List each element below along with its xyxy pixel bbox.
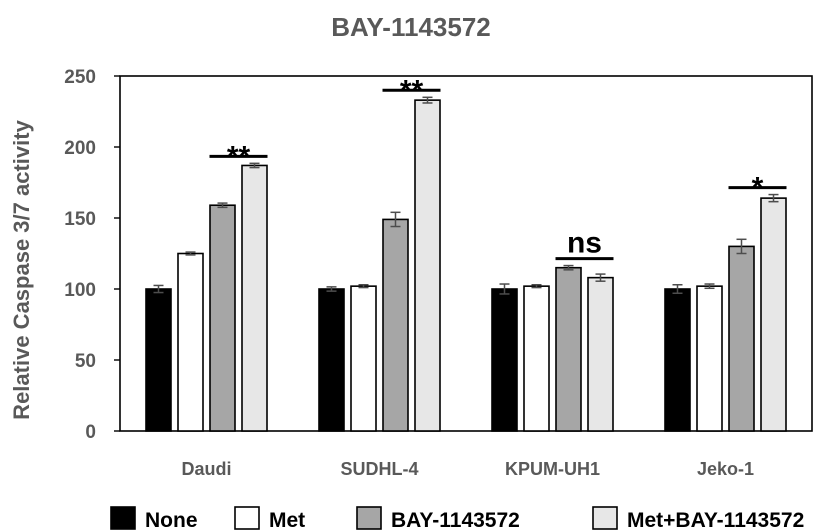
bar-met-bay-1143572-daudi xyxy=(241,164,268,432)
category-label: SUDHL-4 xyxy=(340,459,418,479)
bar-bay-1143572-kpum-uh1 xyxy=(555,266,582,432)
bars xyxy=(145,99,787,432)
bar-met-daudi xyxy=(177,252,204,432)
bar-met-jeko-1 xyxy=(696,285,723,432)
y-tick-label: 100 xyxy=(64,280,96,301)
bar-bay-1143572-sudhl-4 xyxy=(382,218,409,432)
y-tick-label: 50 xyxy=(75,351,96,372)
bar-none-jeko-1 xyxy=(664,288,691,432)
bar-bay-1143572-daudi xyxy=(209,204,236,432)
significance-label: ns xyxy=(567,227,602,260)
bar-none-sudhl-4 xyxy=(318,288,345,432)
y-tick-label: 200 xyxy=(64,138,96,159)
legend: None Met BAY-1143572 Met+BAY-1143572 xyxy=(110,506,804,531)
chart-title: BAY-1143572 xyxy=(331,12,491,42)
plot-frame xyxy=(119,75,813,432)
y-axis-label: Relative Caspase 3/7 activity xyxy=(9,119,34,419)
bar-met-bay-1143572-kpum-uh1 xyxy=(587,276,614,432)
category-labels: Daudi SUDHL-4 KPUM-UH1 Jeko-1 xyxy=(181,459,754,479)
bar-bay-1143572-jeko-1 xyxy=(728,245,755,432)
bar-none-daudi xyxy=(145,288,172,432)
bar-none-kpum-uh1 xyxy=(491,288,518,432)
bar-met-sudhl-4 xyxy=(350,285,377,432)
legend-label: Met xyxy=(269,509,305,531)
legend-label: Met+BAY-1143572 xyxy=(627,509,804,531)
plot-axes xyxy=(119,75,813,432)
legend-label: None xyxy=(145,509,198,531)
significance-annotations: ** ** ns * xyxy=(209,74,787,261)
legend-label: BAY-1143572 xyxy=(391,509,520,531)
y-tick-label: 250 xyxy=(64,67,96,88)
legend-swatch xyxy=(356,506,382,530)
bar-met-kpum-uh1 xyxy=(523,285,550,432)
category-label: KPUM-UH1 xyxy=(505,459,600,479)
error-bars xyxy=(153,96,779,295)
legend-swatch xyxy=(592,506,618,530)
category-label: Daudi xyxy=(181,459,231,479)
significance-label: * xyxy=(752,172,764,205)
legend-swatch xyxy=(110,506,136,530)
y-tick-label: 0 xyxy=(85,422,96,443)
y-tick-labels: 0 50 100 150 200 250 xyxy=(64,67,120,443)
bar-met-bay-1143572-jeko-1 xyxy=(760,197,787,432)
y-tick-label: 150 xyxy=(64,209,96,230)
bar-met-bay-1143572-sudhl-4 xyxy=(414,99,441,432)
significance-label: ** xyxy=(400,74,424,107)
significance-label: ** xyxy=(227,140,251,173)
legend-swatch xyxy=(234,506,260,530)
category-label: Jeko-1 xyxy=(697,459,754,479)
